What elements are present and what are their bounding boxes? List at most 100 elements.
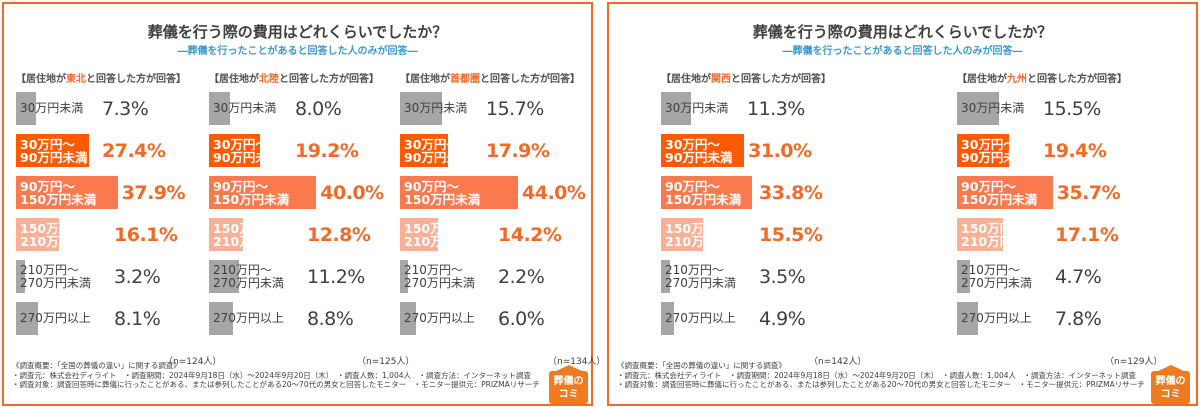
value-label: 15.7%	[486, 97, 544, 120]
bar-row: 210万円～ 270万円未満 3.5%	[661, 260, 851, 293]
bar-row: 150万円～ 210万円未満 16.1%	[16, 218, 206, 251]
value-label: 40.0%	[320, 181, 384, 204]
survey-footnotes: 《調査概要：「全国の葬儀の違い」に関する調査》 ・調査元：株式会社ディライト ・…	[617, 361, 1145, 390]
bar-row: 270万円以上 8.1%	[16, 302, 206, 335]
category-label: 150万円～ 210万円未満	[404, 220, 481, 249]
header-region: 東北	[66, 74, 86, 85]
value-label: 3.2%	[114, 265, 161, 288]
bar	[400, 92, 443, 125]
value-label: 37.9%	[121, 181, 186, 204]
category-label: 210万円～ 270万円未満	[961, 262, 1032, 290]
value-label: 33.8%	[759, 181, 823, 204]
bar-row: 90万円～ 150万円未満 40.0%	[209, 176, 399, 209]
header-suffix: と回答した方が回答】	[1027, 74, 1127, 85]
bar	[661, 134, 745, 167]
footnote-line: ・調査元：株式会社ディライト ・調査期間：2024年9月18日（水）～2024年…	[617, 370, 1136, 380]
bar	[661, 218, 703, 251]
bar	[16, 92, 36, 125]
value-label: 6.0%	[498, 307, 545, 330]
value-label: 8.0%	[295, 97, 342, 120]
category-label: 30万円～ 90万円未満	[961, 136, 1029, 165]
category-label: 90万円～ 150万円未満	[665, 178, 742, 207]
chart-shutoken: 【居住地が首都圏と回答した方が回答】 30万円未満 15.7% 30万円～ 90万円未満…	[400, 66, 605, 367]
bar	[400, 260, 408, 293]
category-label: 90万円～ 150万円未満	[213, 178, 290, 207]
value-label: 17.9%	[486, 139, 550, 162]
bar-row: 90万円～ 150万円未満 35.7%	[957, 176, 1147, 209]
bar	[400, 302, 417, 335]
value-label: 27.4%	[102, 139, 166, 162]
value-label: 31.0%	[748, 139, 812, 162]
logo: 葬儀の コミ	[1151, 365, 1190, 404]
bar-row: 270万円以上 4.9%	[661, 302, 851, 335]
header-prefix: 【居住地が	[16, 74, 66, 85]
bar	[400, 218, 439, 251]
logo-line: 葬儀の	[1155, 376, 1186, 387]
value-label: 19.2%	[295, 139, 359, 162]
bar-row: 150万円～ 210万円未満 15.5%	[661, 218, 851, 251]
bar	[16, 176, 118, 209]
sample-size: （n=129人）	[1105, 357, 1163, 367]
chart-header: 【居住地が東北と回答した方が回答】	[16, 70, 186, 85]
bar	[209, 92, 231, 125]
value-label: 7.3%	[102, 97, 149, 120]
bar-row: 270万円以上 6.0%	[400, 302, 590, 335]
category-label: 30万円未満	[404, 101, 468, 115]
category-label: 210万円～ 270万円未満	[665, 262, 736, 290]
bar	[957, 302, 978, 335]
footnote-line: 《調査概要：「全国の葬儀の違い」に関する調査》	[617, 361, 786, 370]
panel-title: 葬儀を行う際の費用はどれくらいでしたか？	[147, 23, 448, 41]
bar-row: 30万円～ 90万円未満 31.0%	[661, 134, 851, 167]
chart-tohoku: 【居住地が東北と回答した方が回答】 30万円未満 7.3% 30万円～ 90万円未満 27…	[16, 66, 221, 367]
bar	[16, 302, 38, 335]
bar	[209, 218, 244, 251]
category-label: 270万円以上	[213, 311, 284, 325]
value-label: 7.8%	[1055, 307, 1102, 330]
bar	[957, 260, 970, 293]
chart-header: 【居住地が九州と回答した方が回答】	[957, 70, 1127, 85]
value-label: 11.3%	[747, 97, 805, 120]
bar	[400, 176, 518, 209]
footnote-line: 《調査概要：「全国の葬儀の違い」に関する調査》	[12, 361, 181, 370]
category-label: 30万円未満	[20, 101, 84, 115]
sample-size: （n=134人）	[548, 357, 606, 367]
panel-subtitle: ―葬儀を行ったことがあると回答した人のみが回答―	[177, 46, 418, 57]
category-label: 270万円以上	[665, 311, 736, 325]
sample-size: （n=125人）	[357, 357, 415, 367]
bar-row: 30万円未満 11.3%	[661, 92, 851, 125]
bar	[16, 260, 25, 293]
bar	[661, 302, 675, 335]
value-label: 4.9%	[759, 307, 806, 330]
value-label: 19.4%	[1043, 139, 1107, 162]
bar-row: 90万円～ 150万円未満 44.0%	[400, 176, 590, 209]
category-label: 30万円～ 90万円未満	[404, 136, 472, 165]
header-prefix: 【居住地が	[957, 74, 1007, 85]
value-label: 8.1%	[114, 307, 161, 330]
value-label: 35.7%	[1056, 181, 1121, 204]
right-panel: 葬儀を行う際の費用はどれくらいでしたか？ ―葬儀を行ったことがあると回答した人の…	[607, 2, 1198, 406]
category-label: 90万円～ 150万円未満	[20, 178, 97, 207]
value-label: 15.5%	[1043, 97, 1101, 120]
logo-line: コミ	[1160, 389, 1181, 400]
logo-line: コミ	[558, 389, 579, 400]
survey-footnotes: 《調査概要：「全国の葬儀の違い」に関する調査》 ・調査元：株式会社ディライト ・…	[12, 361, 540, 390]
header-suffix: と回答した方が回答】	[731, 74, 831, 85]
header-region: 北陸	[259, 74, 279, 85]
bar	[400, 134, 448, 167]
category-label: 210万円～ 270万円未満	[213, 262, 284, 290]
bar	[957, 134, 1010, 167]
category-label: 30万円未満	[961, 101, 1025, 115]
bar	[16, 134, 90, 167]
bar-row: 210万円～ 270万円未満 4.7%	[957, 260, 1147, 293]
bar-row: 30万円～ 90万円未満 17.9%	[400, 134, 590, 167]
chart-header: 【居住地が北陸と回答した方が回答】	[209, 70, 379, 85]
bar	[209, 176, 317, 209]
bar	[957, 176, 1053, 209]
chart-hokuriku: 【居住地が北陸と回答した方が回答】 30万円未満 8.0% 30万円～ 90万円未満 19…	[209, 66, 414, 367]
bar-row: 90万円～ 150万円未満 37.9%	[16, 176, 206, 209]
category-label: 30万円未満	[665, 101, 729, 115]
value-label: 2.2%	[498, 265, 545, 288]
category-label: 30万円～ 90万円未満	[665, 136, 733, 165]
sample-size: （n=124人）	[164, 357, 222, 367]
header-prefix: 【居住地が	[661, 74, 711, 85]
